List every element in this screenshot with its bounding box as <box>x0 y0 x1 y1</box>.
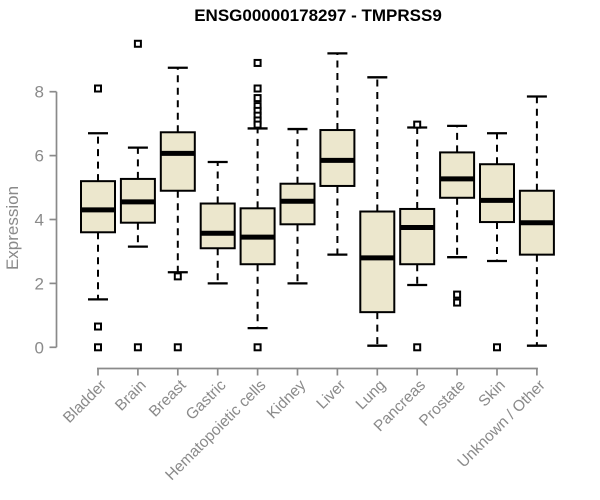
iqr-box <box>479 163 515 224</box>
outlier-point <box>133 343 142 352</box>
y-tick-label-6: 6 <box>35 147 44 166</box>
outlier-point <box>133 39 142 48</box>
iqr-box <box>159 131 196 192</box>
outlier-point <box>253 120 262 129</box>
outlier-point <box>413 120 422 129</box>
boxplot-brain <box>119 39 156 352</box>
boxplot-gastric <box>199 160 236 285</box>
y-axis-title: Expression <box>3 186 22 270</box>
boxplot-prostate <box>439 124 476 307</box>
boxplot-hematopoietic-cells <box>239 58 276 352</box>
boxplot-pancreas <box>399 120 436 352</box>
boxplot-lung <box>359 76 396 347</box>
y-tick-label-4: 4 <box>35 211 44 230</box>
outlier-point <box>413 343 422 352</box>
outlier-point <box>173 272 182 281</box>
outlier-point <box>94 343 102 352</box>
outlier-point <box>94 84 102 93</box>
boxplot-kidney <box>279 127 316 285</box>
outlier-point <box>253 94 262 103</box>
boxplot-unknown-other <box>518 95 555 347</box>
x-tick-label-liver: Liver <box>313 377 349 413</box>
y-axis: 0 2 4 6 8 <box>35 83 58 357</box>
outlier-point <box>253 84 262 93</box>
x-tick-label-brain: Brain <box>112 377 150 415</box>
outlier-point <box>253 343 262 352</box>
outlier-point <box>94 322 102 331</box>
outlier-point <box>173 343 182 352</box>
chart-title: ENSG00000178297 - TMPRSS9 <box>194 6 442 25</box>
y-tick-label-0: 0 <box>35 338 44 357</box>
iqr-box <box>359 210 396 314</box>
boxplot-breast <box>159 66 196 352</box>
plot-area: 0 2 4 6 8 Bladder BrainBreastGastricHematopoie… <box>35 39 555 484</box>
boxplot-skin <box>479 132 515 352</box>
y-tick-label-8: 8 <box>35 83 44 102</box>
iqr-box <box>199 202 236 250</box>
iqr-box <box>279 182 316 226</box>
outlier-point <box>493 343 501 352</box>
outlier-point <box>453 290 462 299</box>
outlier-point <box>453 298 462 307</box>
x-tick-label-breast: Breast <box>146 376 190 420</box>
boxplot-liver <box>319 52 356 256</box>
y-tick-label-2: 2 <box>35 274 44 293</box>
boxplot-bladder <box>80 84 116 352</box>
x-tick-label-kidney: Kidney <box>264 377 310 423</box>
x-tick-label-lung: Lung <box>353 377 389 413</box>
outlier-point <box>253 58 262 67</box>
iqr-box <box>399 207 436 266</box>
iqr-box <box>80 180 116 234</box>
x-tick-label-skin: Skin <box>475 377 508 410</box>
x-tick-label-bladder: Bladder <box>60 377 110 427</box>
iqr-box <box>439 151 476 199</box>
